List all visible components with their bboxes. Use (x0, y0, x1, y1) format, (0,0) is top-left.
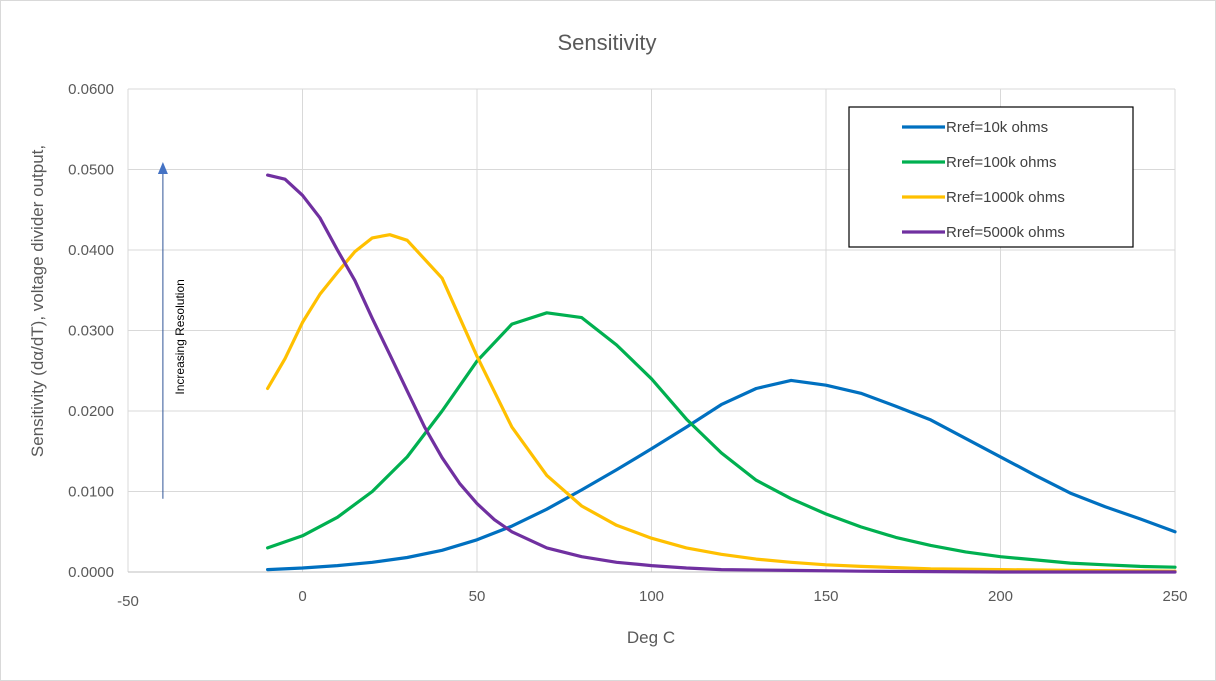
series-line-3 (266, 233, 1177, 573)
x-tick-label: 200 (988, 588, 1013, 605)
chart-title: Sensitivity (557, 30, 656, 55)
x-tick-label-min: -50 (117, 593, 139, 610)
legend-label: Rref=10k ohms (946, 119, 1048, 136)
legend: Rref=10k ohms Rref=100k ohms Rref=1000k oh… (848, 106, 1134, 248)
legend-label: Rref=1000k ohms (946, 189, 1065, 206)
series-lines (266, 173, 1177, 574)
y-tick-label: 0.0300 (68, 323, 114, 340)
series-line-1 (266, 378, 1177, 572)
series-line-4 (266, 173, 1177, 574)
y-axis-label: Sensitivity (dα/dT), voltage divider out… (28, 145, 47, 457)
annotation-arrow-head (157, 162, 168, 175)
x-tick-label: 50 (469, 588, 486, 605)
y-tick-label: 0.0100 (68, 484, 114, 501)
x-tick-label: 250 (1162, 588, 1187, 605)
y-tick-label: 0.0000 (68, 564, 114, 581)
legend-label: Rref=100k ohms (946, 154, 1056, 171)
x-axis-label: Deg C (627, 628, 675, 647)
x-tick-label: 150 (813, 588, 838, 605)
x-tick-label: 0 (298, 588, 306, 605)
y-tick-label: 0.0200 (68, 403, 114, 420)
y-tick-label: 0.0400 (68, 242, 114, 259)
y-tick-labels: 0.0000 0.0100 0.0200 0.0300 0.0400 0.0500 0.06… (68, 81, 114, 581)
gridlines (127, 88, 1176, 573)
annotation-text: Increasing Resolution (173, 279, 187, 394)
legend-label: Rref=5000k ohms (946, 224, 1065, 241)
legend-box (848, 106, 1134, 248)
y-tick-label: 0.0500 (68, 162, 114, 179)
series-line-2 (266, 311, 1177, 569)
y-tick-label: 0.0600 (68, 81, 114, 98)
x-tick-labels: -50 0 50 100 150 200 250 (117, 588, 1187, 610)
x-tick-label: 100 (639, 588, 664, 605)
increasing-resolution-annotation: Increasing Resolution (157, 162, 187, 499)
